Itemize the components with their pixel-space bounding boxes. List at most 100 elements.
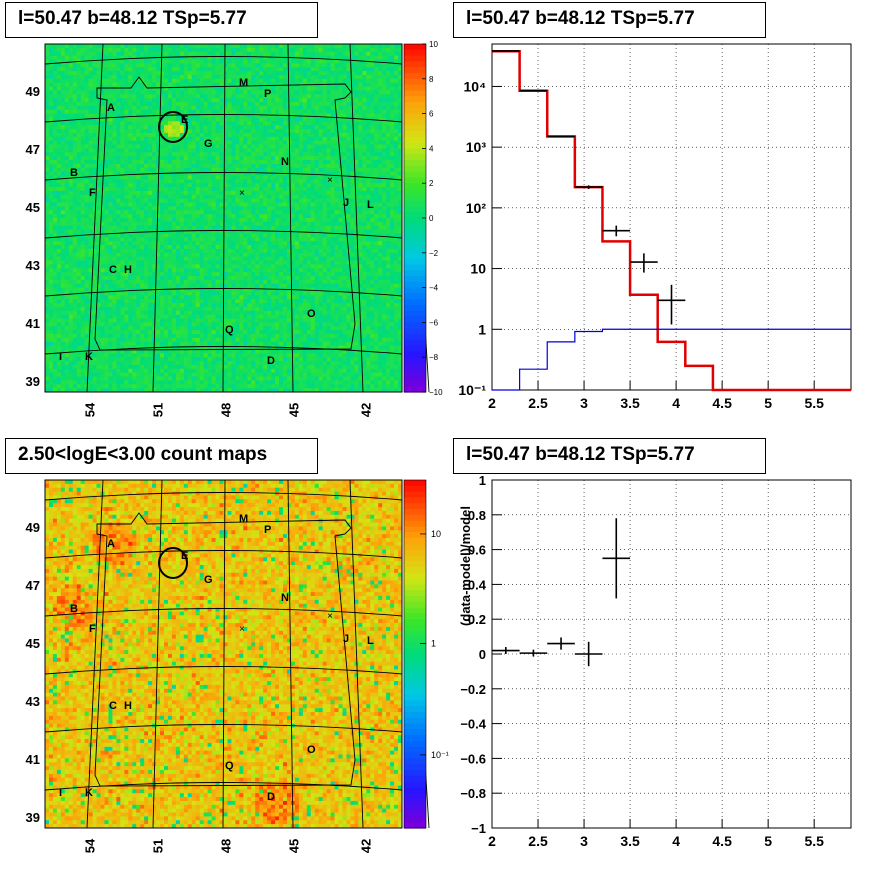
map-pixel <box>57 179 61 183</box>
map-pixel <box>89 241 93 245</box>
map-pixel <box>105 357 109 361</box>
map-pixel <box>156 83 160 87</box>
map-pixel <box>81 342 85 346</box>
map-pixel <box>53 160 57 164</box>
map-pixel <box>124 187 128 191</box>
map-pixel <box>140 384 144 388</box>
map-pixel <box>144 75 148 79</box>
map-pixel <box>53 357 57 361</box>
map-pixel <box>57 295 61 299</box>
map-pixel <box>152 299 156 303</box>
map-pixel <box>105 121 109 125</box>
map-pixel <box>85 141 89 145</box>
map-pixel <box>112 330 116 334</box>
map-pixel <box>116 311 120 315</box>
map-pixel <box>188 121 192 125</box>
map-pixel <box>69 264 73 268</box>
map-pixel <box>168 261 172 265</box>
map-pixel <box>235 114 239 118</box>
map-pixel <box>224 311 228 315</box>
map-pixel <box>61 307 65 311</box>
map-pixel <box>212 183 216 187</box>
map-pixel <box>105 268 109 272</box>
map-pixel <box>136 388 140 392</box>
map-pixel <box>57 253 61 257</box>
map-pixel <box>148 315 152 319</box>
map-pixel <box>120 272 124 276</box>
map-pixel <box>112 322 116 326</box>
map-pixel <box>220 295 224 299</box>
map-pixel <box>65 218 69 222</box>
map-pixel <box>220 179 224 183</box>
map-pixel <box>247 121 251 125</box>
map-pixel <box>120 206 124 210</box>
map-pixel <box>180 369 184 373</box>
map-pixel <box>53 52 57 56</box>
map-pixel <box>235 106 239 110</box>
map-pixel <box>184 67 188 71</box>
map-pixel <box>239 71 243 75</box>
map-pixel <box>112 226 116 230</box>
map-pixel <box>101 253 105 257</box>
map-pixel <box>216 145 220 149</box>
map-pixel <box>212 106 216 110</box>
map-pixel <box>65 245 69 249</box>
map-pixel <box>49 322 53 326</box>
map-pixel <box>81 79 85 83</box>
map-pixel <box>164 353 168 357</box>
map-pixel <box>93 257 97 261</box>
map-pixel <box>176 148 180 152</box>
map-pixel <box>124 319 128 323</box>
map-pixel <box>220 361 224 365</box>
map-pixel <box>247 253 251 257</box>
map-pixel <box>105 361 109 365</box>
map-pixel <box>196 129 200 133</box>
map-pixel <box>65 187 69 191</box>
map-pixel <box>81 353 85 357</box>
map-pixel <box>148 129 152 133</box>
map-pixel <box>105 79 109 83</box>
map-pixel <box>105 63 109 67</box>
map-pixel <box>93 338 97 342</box>
map-pixel <box>45 342 49 346</box>
map-pixel <box>101 203 105 207</box>
map-pixel <box>81 349 85 353</box>
map-pixel <box>108 156 112 160</box>
map-pixel <box>136 71 140 75</box>
map-pixel <box>212 214 216 218</box>
map-pixel <box>136 288 140 292</box>
map-pixel <box>136 83 140 87</box>
map-pixel <box>93 56 97 60</box>
map-pixel <box>224 373 228 377</box>
map-pixel <box>128 63 132 67</box>
map-pixel <box>204 145 208 149</box>
map-pixel <box>101 56 105 60</box>
map-pixel <box>97 75 101 79</box>
map-pixel <box>148 222 152 226</box>
map-pixel <box>184 241 188 245</box>
map-pixel <box>57 79 61 83</box>
map-pixel <box>73 264 77 268</box>
map-pixel <box>251 59 255 63</box>
map-pixel <box>65 59 69 63</box>
map-pixel <box>243 160 247 164</box>
map-pixel <box>200 365 204 369</box>
map-pixel <box>160 203 164 207</box>
map-pixel <box>112 369 116 373</box>
map-pixel <box>65 148 69 152</box>
map-pixel <box>192 125 196 129</box>
map-pixel <box>77 67 81 71</box>
map-pixel <box>77 206 81 210</box>
map-pixel <box>220 330 224 334</box>
map-pixel <box>259 210 263 214</box>
map-pixel <box>45 380 49 384</box>
map-pixel <box>81 117 85 121</box>
map-pixel <box>259 87 263 91</box>
map-pixel <box>73 172 77 176</box>
map-pixel <box>180 284 184 288</box>
map-pixel <box>188 380 192 384</box>
map-pixel <box>112 222 116 226</box>
map-pixel <box>57 191 61 195</box>
map-pixel <box>45 346 49 350</box>
map-pixel <box>243 210 247 214</box>
